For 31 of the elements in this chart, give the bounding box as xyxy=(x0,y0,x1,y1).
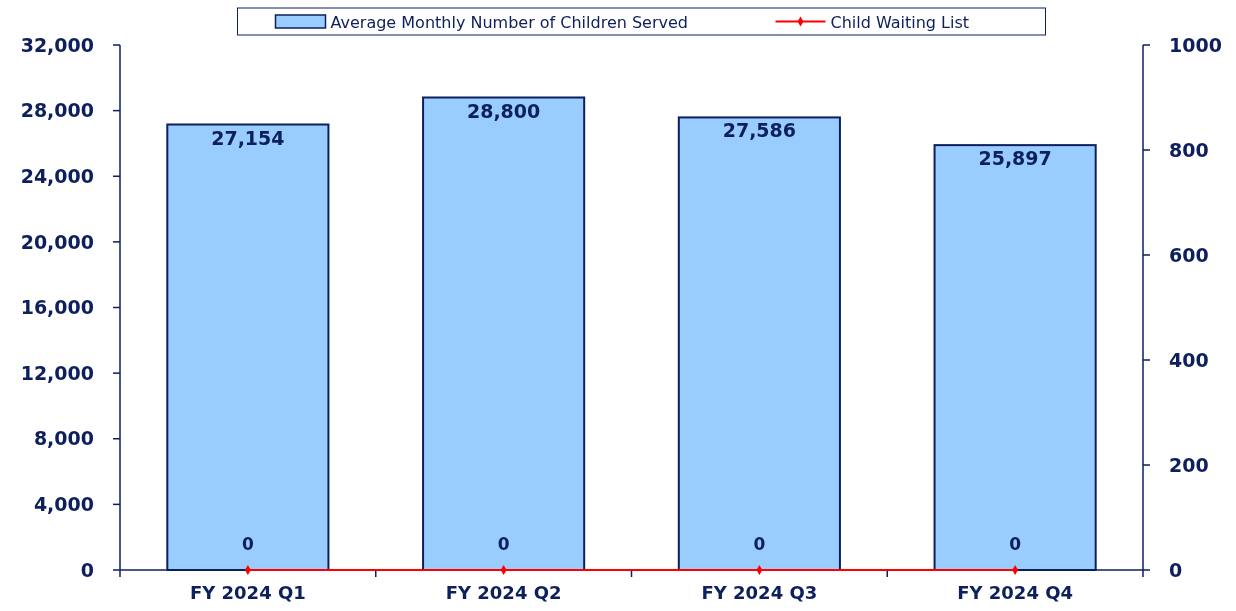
y-tick-label: 32,000 xyxy=(20,33,94,56)
data-label: 27,154 xyxy=(211,126,285,149)
y2-tick-label: 200 xyxy=(1169,453,1209,476)
y-tick-label: 20,000 xyxy=(20,230,94,253)
y2-tick-label: 1000 xyxy=(1169,33,1222,56)
data-label: 0 xyxy=(1009,534,1022,554)
data-label: 0 xyxy=(241,534,254,554)
y-tick-label: 16,000 xyxy=(20,296,94,319)
y-tick-label: 24,000 xyxy=(20,164,94,187)
y-tick-label: 28,000 xyxy=(20,99,94,122)
legend-label: Average Monthly Number of Children Served xyxy=(330,12,689,32)
bar xyxy=(422,96,586,571)
y-tick-label: 8,000 xyxy=(33,427,94,450)
legend-label: Child Waiting List xyxy=(830,12,970,32)
data-label: 0 xyxy=(753,534,766,554)
y-tick-label: 12,000 xyxy=(20,361,94,384)
data-label: 27,586 xyxy=(722,119,797,142)
y-tick-label: 0 xyxy=(80,558,94,581)
data-label: 0 xyxy=(497,534,510,554)
x-tick-label: FY 2024 Q1 xyxy=(189,582,306,603)
x-tick-label: FY 2024 Q4 xyxy=(957,582,1074,603)
data-label: 28,800 xyxy=(466,99,541,122)
data-label: 25,897 xyxy=(978,147,1052,170)
bar xyxy=(677,116,841,571)
y2-tick-label: 400 xyxy=(1169,348,1209,371)
x-tick-label: FY 2024 Q3 xyxy=(701,582,818,603)
y2-tick-label: 0 xyxy=(1169,558,1183,581)
y2-tick-label: 800 xyxy=(1169,138,1209,161)
y-tick-label: 4,000 xyxy=(33,493,94,516)
x-tick-label: FY 2024 Q2 xyxy=(445,582,562,603)
y2-tick-label: 600 xyxy=(1169,243,1209,266)
